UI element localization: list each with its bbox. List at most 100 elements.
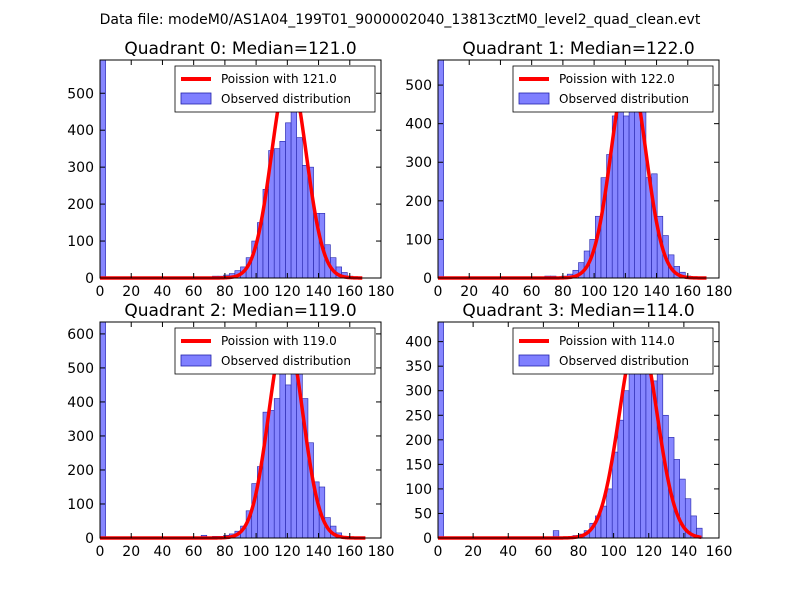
x-tick-label: 100 (243, 544, 270, 560)
histogram-bar (634, 109, 641, 279)
x-tick-label: 120 (274, 544, 301, 560)
y-tick-label: 100 (405, 232, 432, 248)
histogram-bar (640, 358, 647, 539)
legend-observed-label: Observed distribution (559, 92, 689, 106)
x-tick-label: 60 (534, 544, 552, 560)
plot-frame (99, 59, 382, 279)
legend-fit-label: Poission with 114.0 (559, 334, 675, 348)
x-tick-label: 180 (368, 284, 395, 300)
y-tick-label: 100 (67, 234, 94, 250)
x-tick-label: 120 (274, 284, 301, 300)
histogram-bar (628, 360, 636, 539)
x-tick-label: 20 (464, 544, 482, 560)
legend-bar-swatch (518, 92, 550, 105)
legend-observed-label: Observed distribution (221, 354, 351, 368)
legend-fit-label: Poission with 121.0 (221, 72, 337, 86)
y-tick-label: 300 (67, 160, 94, 176)
y-tick-label: 100 (405, 482, 432, 498)
histogram-bar (279, 140, 286, 279)
x-tick-label: 180 (706, 284, 733, 300)
histogram-bar (285, 122, 292, 279)
histogram-bar (617, 419, 624, 539)
y-tick-label: 200 (67, 197, 94, 213)
x-tick-label: 80 (216, 544, 234, 560)
histogram-bar (279, 364, 286, 539)
x-tick-label: 160 (674, 284, 701, 300)
histogram-bar (285, 384, 292, 539)
x-tick-label: 0 (434, 544, 443, 560)
figure-suptitle: Data file: modeM0/AS1A04_199T01_90000020… (100, 12, 701, 28)
quadrant-3-chart: Quadrant 3: Median=114.0 0 20 40 60 80 100 120… (405, 301, 732, 560)
plot-frame (437, 59, 720, 279)
x-tick-label: 120 (635, 544, 662, 560)
x-tick-label: 60 (185, 544, 203, 560)
x-tick-label: 40 (492, 284, 510, 300)
y-tick-label: 350 (405, 359, 432, 375)
legend-fit-label: Poission with 119.0 (221, 334, 337, 348)
histogram-bar (99, 59, 106, 279)
y-tick-label: 150 (405, 457, 432, 473)
y-tick-label: 200 (67, 463, 94, 479)
histogram-bar (617, 96, 624, 279)
x-tick-label: 120 (612, 284, 639, 300)
x-tick-label: 20 (460, 284, 478, 300)
y-tick-label: 500 (405, 78, 432, 94)
chart-title: Quadrant 3: Median=114.0 (462, 301, 694, 321)
x-tick-label: 160 (336, 284, 363, 300)
x-tick-label: 140 (643, 284, 670, 300)
y-tick-label: 50 (414, 506, 432, 522)
x-tick-label: 140 (305, 544, 332, 560)
x-tick-label: 0 (96, 284, 105, 300)
chart-legend: Poission with 121.0 Observed distributio… (174, 65, 376, 113)
chart-title: Quadrant 1: Median=122.0 (462, 39, 694, 59)
legend-fit-label: Poission with 122.0 (559, 72, 675, 86)
x-tick-label: 0 (96, 544, 105, 560)
y-tick-label: 400 (405, 335, 432, 351)
histogram-bar (273, 148, 281, 279)
histogram-bar (673, 459, 680, 539)
x-tick-label: 40 (499, 544, 517, 560)
histogram-bar (606, 488, 613, 539)
y-tick-label: 0 (85, 531, 94, 547)
chart-title: Quadrant 2: Median=119.0 (124, 301, 356, 321)
legend-observed-label: Observed distribution (559, 354, 689, 368)
histogram-bar (268, 410, 275, 539)
x-tick-label: 60 (185, 284, 203, 300)
y-tick-label: 500 (67, 361, 94, 377)
x-tick-label: 20 (122, 284, 140, 300)
histogram-bar (623, 115, 630, 279)
y-tick-label: 600 (67, 327, 94, 343)
chart-legend: Poission with 119.0 Observed distributio… (174, 327, 376, 375)
x-tick-label: 140 (671, 544, 698, 560)
y-tick-label: 0 (423, 531, 432, 547)
chart-legend: Poission with 114.0 Observed distributio… (512, 327, 714, 375)
y-tick-label: 0 (85, 271, 94, 287)
y-tick-label: 300 (405, 384, 432, 400)
x-tick-label: 140 (305, 284, 332, 300)
quadrant-2-chart: Quadrant 2: Median=119.0 0 20 40 60 80 100 120… (67, 301, 394, 560)
x-tick-label: 180 (368, 544, 395, 560)
y-tick-label: 400 (405, 117, 432, 133)
x-tick-label: 100 (600, 544, 627, 560)
histogram-bar (302, 165, 309, 279)
y-tick-label: 300 (67, 429, 94, 445)
x-tick-label: 20 (122, 544, 140, 560)
histogram-bar (437, 59, 444, 279)
histogram-bar (273, 398, 281, 539)
quadrant-1-chart: Quadrant 1: Median=122.0 0 20 40 60 80 100 120… (405, 39, 732, 300)
chart-legend: Poission with 122.0 Observed distributio… (512, 65, 714, 113)
histogram-bar (290, 360, 297, 539)
y-tick-label: 100 (67, 497, 94, 513)
y-tick-label: 400 (67, 123, 94, 139)
x-tick-label: 60 (523, 284, 541, 300)
x-tick-label: 160 (336, 544, 363, 560)
x-tick-label: 100 (243, 284, 270, 300)
chart-title: Quadrant 0: Median=121.0 (124, 39, 356, 59)
y-tick-label: 500 (67, 86, 94, 102)
x-tick-label: 80 (554, 284, 572, 300)
y-tick-label: 300 (405, 155, 432, 171)
legend-bar-swatch (180, 92, 212, 105)
x-tick-label: 80 (570, 544, 588, 560)
histogram-bar (99, 321, 106, 539)
